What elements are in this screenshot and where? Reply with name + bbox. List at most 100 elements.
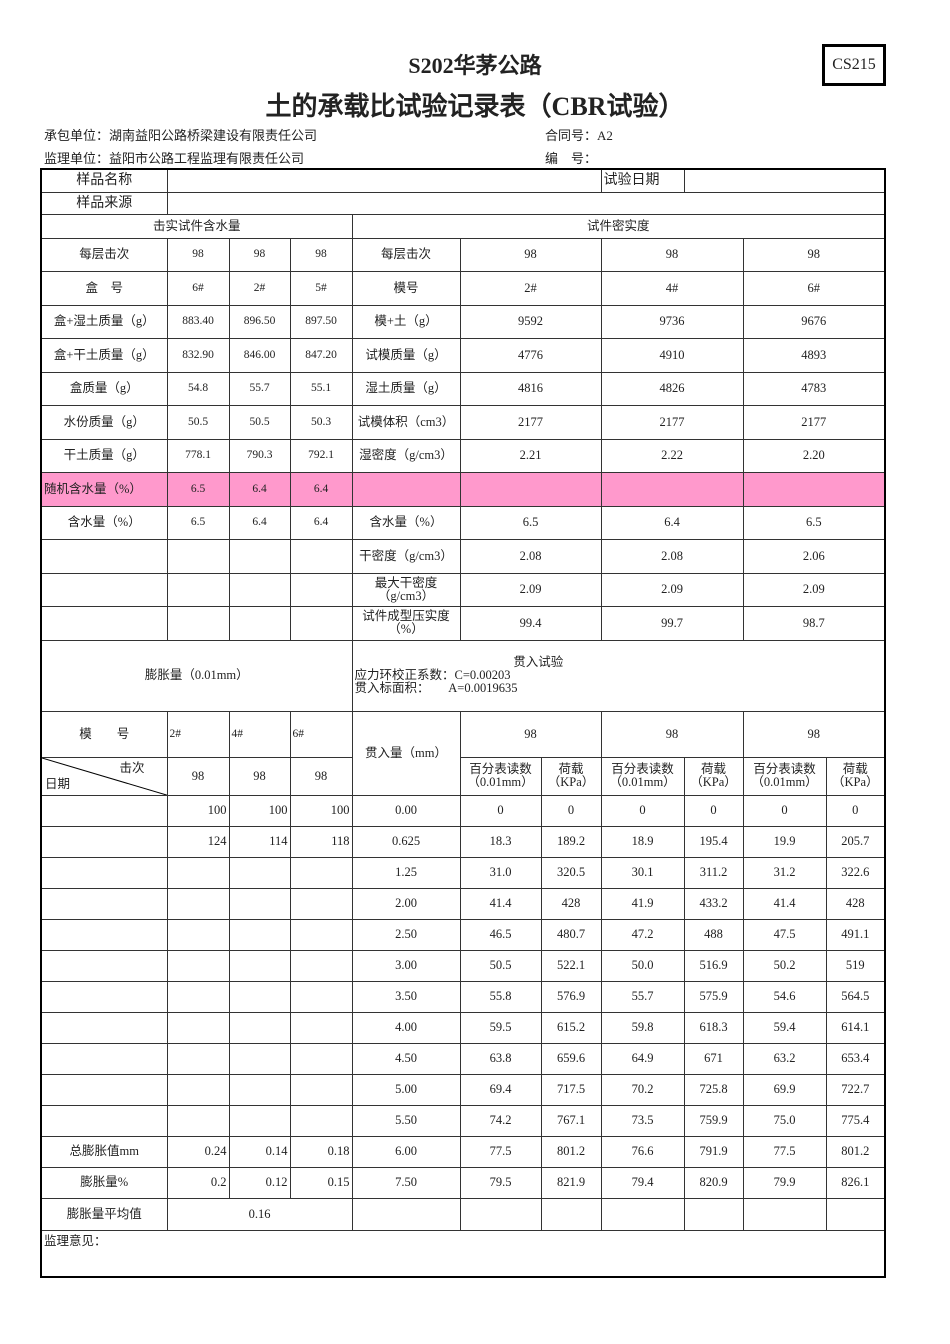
- density-value: 4816: [459, 371, 602, 406]
- moisture-value: 896.50: [228, 304, 291, 339]
- blows-label: 击次: [119, 760, 145, 775]
- density-label: 湿土质量（g）: [351, 371, 461, 406]
- empty-cell: [351, 1197, 461, 1231]
- row-label: 含水量（%）: [40, 505, 168, 540]
- moisture-value: [166, 539, 230, 574]
- swell-value: [289, 1104, 353, 1137]
- density-value: 2.06: [742, 539, 886, 574]
- dial-reading-header: 百分表读数（0.01mm）: [742, 756, 827, 796]
- dial-reading: 77.5: [459, 1135, 542, 1168]
- density-label: 模号: [351, 271, 461, 306]
- sample-name-label: 样品名称: [40, 168, 168, 193]
- penetration-amount: 4.50: [351, 1042, 461, 1075]
- swell-value: [289, 1073, 353, 1106]
- swell-value: [228, 949, 291, 982]
- moisture-value: 847.20: [289, 338, 353, 373]
- moisture-value: 98: [166, 237, 230, 272]
- moisture-value: 98: [289, 237, 353, 272]
- dial-reading: 55.8: [459, 980, 542, 1013]
- row-label: [40, 825, 168, 858]
- density-value: [459, 472, 602, 507]
- average-value: 0.16: [166, 1197, 353, 1231]
- density-value: 4893: [742, 338, 886, 373]
- density-label: 试模体积（cm3）: [351, 405, 461, 440]
- test-date-value[interactable]: [683, 168, 886, 193]
- swell-value: [166, 949, 230, 982]
- penetration-row: 3.50 55.8 576.9 55.7 575.9 54.6 564.5: [40, 980, 886, 1013]
- dial-reading: 74.2: [459, 1104, 542, 1137]
- density-label: 模+土（g）: [351, 304, 461, 339]
- load-header: 荷载（KPa）: [540, 756, 602, 796]
- upper-row: 干土质量（g） 778.1 790.3 792.1 湿密度（g/cm3） 2.21 2.22…: [40, 438, 886, 473]
- density-value: 4783: [742, 371, 886, 406]
- density-value: 2177: [742, 405, 886, 440]
- penetration-amount: 0.625: [351, 825, 461, 858]
- density-value: 4910: [600, 338, 744, 373]
- remarks-label: 监理意见：: [44, 1233, 107, 1248]
- swell-value: 124: [166, 825, 230, 858]
- load-value: 564.5: [825, 980, 886, 1013]
- dial-reading: 73.5: [600, 1104, 685, 1137]
- swell-value: [166, 887, 230, 920]
- moisture-value: 832.90: [166, 338, 230, 373]
- remarks-cell[interactable]: 监理意见：: [40, 1229, 886, 1278]
- load-value: 488: [683, 918, 744, 951]
- contract-no: 合同号：A2: [545, 128, 613, 143]
- density-value: 9676: [742, 304, 886, 339]
- swell-value: 118: [289, 825, 353, 858]
- dial-reading: 59.5: [459, 1011, 542, 1044]
- load-value: 821.9: [540, 1166, 602, 1199]
- load-value: 759.9: [683, 1104, 744, 1137]
- density-value: 2.09: [459, 572, 602, 607]
- dial-reading: 55.7: [600, 980, 685, 1013]
- swell-value: 100: [289, 794, 353, 827]
- upper-row: 盒 号 6# 2# 5# 模号 2# 4# 6#: [40, 271, 886, 306]
- penetration-amount: 0.00: [351, 794, 461, 827]
- dial-reading-header: 百分表读数（0.01mm）: [600, 756, 685, 796]
- form-title: 土的承载比试验记录表（CBR试验）: [265, 92, 685, 121]
- density-value: [742, 472, 886, 507]
- mold-row: 模 号 2# 4# 6# 贯入量（mm） 98 98 98: [40, 710, 886, 796]
- density-value: 9592: [459, 304, 602, 339]
- upper-row: 盒+湿土质量（g） 883.40 896.50 897.50 模+土（g） 9592 973…: [40, 304, 886, 339]
- swell-value: 0.2: [166, 1166, 230, 1199]
- swell-value: [166, 1104, 230, 1137]
- density-value: 4#: [600, 271, 744, 306]
- remarks-row: 监理意见：: [40, 1229, 886, 1278]
- penetration-row: 2.50 46.5 480.7 47.2 488 47.5 491.1: [40, 918, 886, 951]
- swell-value: 0.15: [289, 1166, 353, 1199]
- sample-source-value[interactable]: [166, 191, 886, 215]
- density-value: 9736: [600, 304, 744, 339]
- row-label: [40, 949, 168, 982]
- penetration-row: 124 114 118 0.625 18.3 189.2 18.9 195.4 19.9 205.…: [40, 825, 886, 858]
- sample-name-value[interactable]: [166, 168, 602, 193]
- load-value: 725.8: [683, 1073, 744, 1106]
- row-label: [40, 856, 168, 889]
- load-value: 322.6: [825, 856, 886, 889]
- penetration-test-title: 贯入试验: [513, 655, 564, 669]
- moisture-value: [289, 606, 353, 641]
- swell-value: [166, 1073, 230, 1106]
- group-blows: 98: [600, 710, 744, 758]
- density-value: 6#: [742, 271, 886, 306]
- moisture-value: 6.4: [289, 505, 353, 540]
- sample-source-label: 样品来源: [40, 191, 168, 215]
- dial-reading: 59.8: [600, 1011, 685, 1044]
- row-label: [40, 980, 168, 1013]
- mold-number: 4#: [228, 710, 291, 758]
- density-label: 试模质量（g）: [351, 338, 461, 373]
- moisture-value: 55.1: [289, 371, 353, 406]
- penetration-area: 贯入标面积： A=0.0019635: [354, 681, 518, 695]
- load-value: 0: [683, 794, 744, 827]
- load-value: 801.2: [540, 1135, 602, 1168]
- density-label: 每层击次: [351, 237, 461, 272]
- dial-reading: 18.3: [459, 825, 542, 858]
- penetration-row: 膨胀量% 0.2 0.12 0.15 7.50 79.5 821.9 79.4 820.9 79.…: [40, 1166, 886, 1199]
- density-label: 最大干密度（g/cm3）: [351, 572, 461, 607]
- density-value: 2.20: [742, 438, 886, 473]
- density-label: 干密度（g/cm3）: [351, 539, 461, 574]
- load-value: 576.9: [540, 980, 602, 1013]
- density-value: 2.21: [459, 438, 602, 473]
- moisture-value: 6.4: [289, 472, 353, 507]
- row-label: 总膨胀值mm: [40, 1135, 168, 1168]
